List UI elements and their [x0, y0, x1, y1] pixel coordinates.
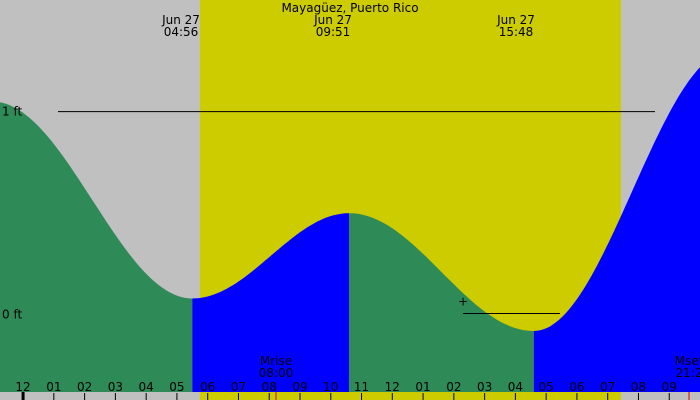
- y-tick-label-2: 0 ft: [2, 308, 22, 322]
- y-tick-label-1: 1 ft: [2, 105, 22, 119]
- reference-lines: [58, 111, 655, 315]
- sun-event-time-3: 15:48: [499, 25, 534, 39]
- x-tick-label-20: 06: [569, 380, 584, 394]
- x-tick-label-23: 09: [662, 380, 677, 394]
- x-tick-label-17: 03: [477, 380, 492, 394]
- sun-event-time-2: 09:51: [316, 25, 351, 39]
- x-tick-label-11: 09: [292, 380, 307, 394]
- y-axis-labels: 1 ft 0 ft: [2, 105, 22, 322]
- x-tick-label-8: 06: [200, 380, 215, 394]
- x-tick-label-16: 02: [446, 380, 461, 394]
- x-tick-label-2: 12: [15, 380, 30, 394]
- tide-area-falling-3: [349, 213, 534, 392]
- x-tick-label-14: 12: [385, 380, 400, 394]
- x-tick-label-4: 02: [77, 380, 92, 394]
- x-tick-label-6: 04: [139, 380, 154, 394]
- x-tick-label-7: 05: [169, 380, 184, 394]
- tide-area-rising-4: [533, 67, 700, 393]
- chart-title: Mayagüez, Puerto Rico: [281, 1, 418, 15]
- tide-area-falling-1: [0, 102, 193, 392]
- current-level-marker: +: [458, 295, 468, 309]
- x-tick-label-19: 05: [539, 380, 554, 394]
- moon-event-time-2: 21:2: [676, 366, 700, 380]
- x-tick-label-13: 11: [354, 380, 369, 394]
- x-tick-label-15: 01: [415, 380, 430, 394]
- x-tick-label-12: 10: [323, 380, 338, 394]
- moon-event-label-1: Mrise: [260, 354, 292, 368]
- current-marker-symbol: +: [458, 295, 468, 309]
- tide-area-rising-2: [192, 213, 350, 392]
- moon-event-time-1: 08:00: [259, 366, 294, 380]
- sun-event-date-3: Jun 27: [496, 13, 535, 27]
- sun-event-date-2: Jun 27: [313, 13, 352, 27]
- x-tick-label-9: 07: [231, 380, 246, 394]
- tide-areas: [0, 67, 700, 393]
- x-tick-label-3: 01: [46, 380, 61, 394]
- x-tick-label-21: 07: [600, 380, 615, 394]
- x-tick-label-22: 08: [631, 380, 646, 394]
- moon-event-label-2: Mset: [675, 354, 700, 368]
- x-tick-label-5: 03: [108, 380, 123, 394]
- x-tick-label-18: 04: [508, 380, 523, 394]
- sun-event-date-1: Jun 27: [161, 13, 200, 27]
- x-axis: 1120102030405060708091011120102030405060…: [15, 380, 690, 400]
- sun-event-time-1: 04:56: [164, 25, 199, 39]
- x-tick-label-10: 08: [262, 380, 277, 394]
